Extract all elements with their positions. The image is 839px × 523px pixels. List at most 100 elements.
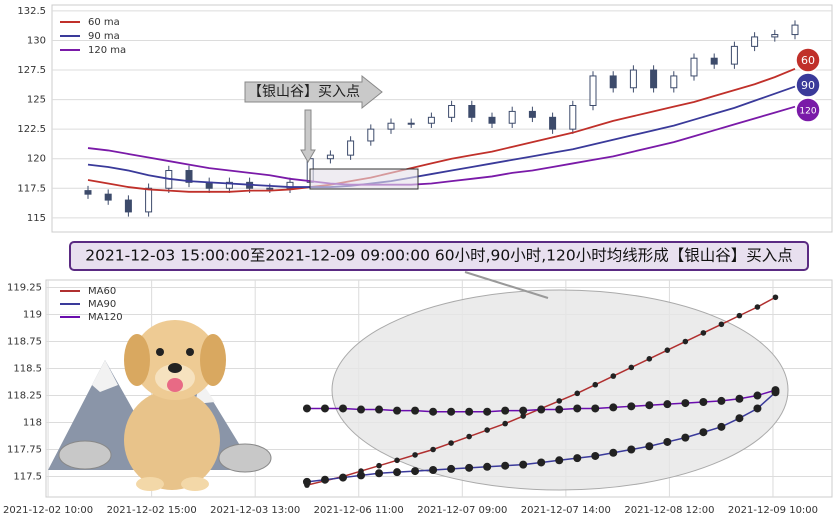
ma-point	[735, 414, 744, 423]
ma-point	[375, 469, 384, 478]
ma-point	[736, 312, 743, 319]
ma-point	[753, 391, 762, 400]
legend-label: MA90	[88, 299, 116, 310]
candle-body	[266, 187, 274, 190]
x-tick-label: 2021-12-02 15:00	[107, 505, 197, 516]
ma-point	[465, 463, 474, 472]
y-tick-label: 118	[23, 418, 42, 429]
candle-body	[791, 24, 799, 36]
ma-point	[681, 399, 690, 408]
y-tick-label: 118.25	[7, 391, 42, 402]
ma-point	[502, 420, 508, 427]
ma-point	[429, 466, 438, 475]
ma-point	[663, 400, 672, 409]
candle-body	[145, 187, 153, 213]
ma-point	[646, 356, 653, 362]
ma-line	[87, 105, 796, 186]
badge-label: 60	[801, 54, 815, 67]
y-tick-label: 117.75	[7, 444, 42, 455]
banner-pointer	[464, 271, 549, 299]
ma-point	[610, 373, 617, 379]
annotation-pointer	[300, 109, 316, 163]
ma-point	[591, 451, 600, 460]
ma-point	[682, 338, 689, 345]
legend-label: MA60	[88, 286, 116, 297]
ma-point	[484, 427, 490, 433]
x-tick-label: 2021-12-02 10:00	[3, 505, 93, 516]
dog-head	[133, 320, 217, 400]
candle-body	[730, 45, 738, 65]
candle-body	[104, 193, 112, 201]
ma-point	[681, 433, 690, 442]
candle-body	[508, 110, 516, 124]
highlight-box	[309, 168, 419, 190]
ma-point	[627, 445, 636, 454]
ma-point	[394, 457, 400, 464]
candle-body	[528, 110, 536, 118]
candle-body	[710, 57, 718, 65]
y-tick-label: 120	[27, 154, 46, 165]
x-tick-label: 2021-12-09 10:00	[728, 505, 818, 516]
badge	[795, 47, 821, 73]
ma-point	[520, 413, 526, 419]
annotation: 【银山谷】买入点	[248, 84, 360, 100]
candle-body	[589, 75, 597, 106]
candle-body	[751, 36, 759, 47]
ma-point	[501, 461, 510, 470]
legend-label: 60 ma	[88, 17, 120, 28]
ma-point	[376, 462, 382, 469]
ma-point	[465, 407, 474, 416]
x-tick-label: 2021-12-06 11:00	[314, 505, 404, 516]
dog-paw	[136, 477, 164, 491]
candle-body	[326, 154, 334, 160]
ma-point	[302, 404, 311, 413]
ma-point	[519, 460, 528, 469]
ma-point	[483, 407, 492, 416]
ma-point	[735, 394, 744, 403]
y-tick-label: 118.5	[13, 364, 42, 375]
ma-point	[320, 475, 329, 484]
ma-line	[87, 68, 796, 193]
candle-body	[427, 116, 435, 124]
ma-point	[411, 467, 420, 476]
dog-body	[124, 390, 220, 490]
x-tick-label: 2021-12-08 12:00	[624, 505, 714, 516]
ma-point	[447, 407, 456, 416]
ma-point	[664, 347, 671, 353]
ma-point	[447, 464, 456, 473]
ma-point	[700, 330, 707, 336]
dog-ear	[200, 334, 226, 386]
ma-point	[357, 405, 366, 414]
ma-point	[699, 397, 708, 406]
ma-point	[717, 396, 726, 405]
ma-point	[393, 468, 402, 477]
annotation-arrow	[244, 74, 383, 110]
y-tick-label: 125	[27, 95, 46, 106]
ma-point	[339, 404, 348, 413]
ma-point	[320, 404, 329, 413]
ma-point	[556, 398, 563, 404]
candle-body	[448, 104, 456, 118]
ma-line	[87, 85, 796, 188]
badge-label: 120	[799, 107, 816, 117]
ma-point	[537, 405, 546, 414]
ma-point	[645, 442, 654, 451]
ma-point	[609, 403, 618, 412]
ingot	[218, 443, 272, 473]
y-tick-label: 119.25	[7, 283, 42, 294]
ma-point	[411, 406, 420, 415]
ma-point	[574, 390, 581, 397]
y-tick-label: 130	[27, 35, 46, 46]
ma-point	[663, 437, 672, 446]
dog-nose	[168, 363, 182, 373]
legend-label: MA120	[88, 312, 123, 323]
candle-body	[650, 69, 658, 89]
candle-body	[185, 170, 193, 183]
legend-label: 120 ma	[88, 45, 126, 56]
ma-point	[772, 294, 779, 301]
ma-point	[717, 422, 726, 431]
y-tick-label: 118.75	[7, 337, 42, 348]
candle-body	[225, 181, 233, 189]
candle-body	[609, 75, 617, 89]
